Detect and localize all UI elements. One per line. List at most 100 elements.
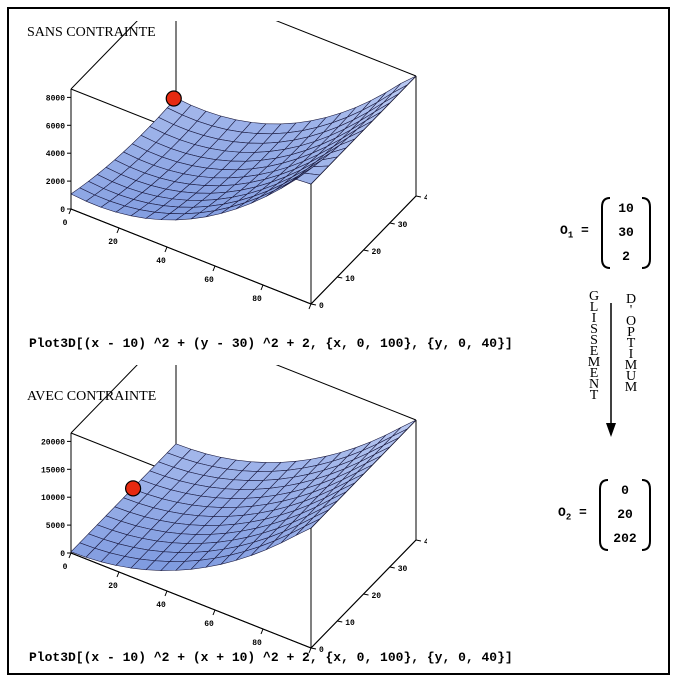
- mesh-cell: [392, 75, 417, 94]
- y-tick: [310, 303, 317, 306]
- z-tick-label: 10000: [41, 494, 65, 503]
- optimum-letter: U: [625, 369, 637, 384]
- plot2-title: AVEC CONTRAINTE: [27, 389, 157, 404]
- y-tick-label: 40: [424, 538, 427, 547]
- optimum1-brackets: [601, 197, 651, 269]
- x-tick-label: 0: [63, 219, 68, 228]
- plot1-title: SANS CONTRAINTE: [27, 25, 156, 40]
- x-tick: [164, 590, 168, 597]
- x-tick: [68, 208, 72, 215]
- y-tick: [415, 539, 422, 542]
- mesh-cell: [295, 172, 321, 185]
- optimum2-label: O2 =: [558, 505, 587, 523]
- plot1-mesh: [70, 75, 417, 221]
- plot1-code: Plot3D[(x - 10) ^2 + (y - 30) ^2 + 2, {x…: [29, 336, 513, 351]
- glissement-letter: M: [587, 355, 601, 370]
- z-tick-label: 4000: [46, 150, 65, 159]
- glissement-letter: E: [589, 344, 599, 359]
- y-tick: [389, 222, 395, 225]
- plot2-x-ticks: 020406080100: [63, 552, 312, 654]
- z-tick-label: 5000: [46, 522, 65, 531]
- x-tick: [212, 609, 216, 616]
- box-edge: [275, 21, 417, 77]
- box-edge: [70, 552, 312, 649]
- optimum-word: D ' O P T I M U M: [624, 292, 638, 395]
- plot1-x-ticks: 020406080100: [63, 208, 312, 310]
- x-tick: [308, 303, 312, 310]
- optimum-letter: M: [624, 358, 638, 373]
- plot1-surface: 80006000400020000020406080100010203040: [46, 21, 427, 311]
- x-tick-label: 80: [252, 639, 262, 648]
- plot1-optimum-point: [165, 90, 182, 107]
- z-tick-label: 8000: [46, 94, 65, 103]
- down-arrow-icon: [606, 303, 616, 437]
- optimum-letter: D: [625, 292, 637, 307]
- x-tick: [116, 571, 120, 578]
- z-tick-label: 15000: [41, 466, 65, 475]
- plot2-mesh: [70, 419, 417, 571]
- y-tick: [389, 566, 395, 569]
- y-tick-label: 40: [424, 194, 427, 203]
- plot2-surface: 2000015000100005000002040608010001020304…: [41, 365, 427, 655]
- optimum1-label: O1 =: [560, 223, 589, 241]
- x-tick: [260, 628, 264, 635]
- glissement-letter: I: [591, 311, 597, 326]
- x-tick: [308, 647, 312, 654]
- x-tick-label: 40: [156, 257, 166, 266]
- box-edge: [275, 365, 417, 421]
- y-tick-label: 0: [319, 646, 324, 655]
- figure-frame: SANS CONTRAINTE 8000 6000 4000 2000 0 0 20 40 60…: [7, 7, 670, 675]
- x-tick: [164, 246, 168, 253]
- y-tick-label: 0: [319, 302, 324, 311]
- plot1-y-ticks: 0 10 20 30 40: [310, 194, 427, 311]
- y-tick-label: 30: [398, 565, 408, 574]
- x-tick-label: 0: [63, 563, 68, 572]
- z-tick-label: 2000: [46, 178, 65, 187]
- plot2-z-ticks: 20000 15000 10000 5000 0: [41, 438, 71, 559]
- glissement-letter: T: [589, 388, 599, 403]
- optimum1-y: 30: [618, 225, 634, 240]
- optimum-letter: I: [628, 347, 634, 362]
- y-tick: [363, 249, 369, 252]
- y-tick-label: 20: [372, 248, 382, 257]
- box-edge: [70, 365, 138, 434]
- y-tick: [415, 195, 422, 198]
- mesh-cell: [392, 419, 417, 437]
- y-tick-label: 30: [398, 221, 408, 230]
- optimum2-x: 0: [621, 483, 629, 498]
- x-tick-label: 40: [156, 601, 166, 610]
- x-tick-label: 60: [204, 276, 214, 285]
- z-tick-label: 20000: [41, 438, 65, 447]
- glissement-letter: E: [589, 366, 599, 381]
- glissement-letter: L: [589, 300, 599, 315]
- z-tick-label: 0: [60, 206, 65, 215]
- box-edge: [70, 208, 312, 305]
- optimum2-y: 20: [617, 507, 633, 522]
- optimum-letter: ': [629, 303, 633, 318]
- z-tick-label: 6000: [46, 122, 65, 131]
- z-tick-label: 0: [60, 550, 65, 559]
- y-tick-label: 10: [345, 619, 355, 628]
- glissement-letter: S: [590, 322, 598, 337]
- box-edge: [70, 21, 138, 90]
- y-tick: [337, 276, 343, 279]
- plot1-z-ticks: 8000 6000 4000 2000 0: [46, 94, 71, 215]
- x-tick: [68, 552, 72, 559]
- glissement-letter: G: [588, 289, 600, 304]
- glissement-letter: S: [590, 333, 598, 348]
- optimum-letter: T: [626, 336, 636, 351]
- optimum1-x: 10: [618, 201, 634, 216]
- y-tick: [363, 593, 369, 596]
- mesh-cell: [295, 518, 320, 536]
- x-tick-label: 60: [204, 620, 214, 629]
- optimum-letter: M: [624, 380, 638, 395]
- x-tick-label: 20: [108, 238, 118, 247]
- y-tick: [310, 647, 317, 650]
- plot2-y-ticks: 0 10 20 30 40: [310, 538, 427, 655]
- y-tick-label: 20: [372, 592, 382, 601]
- optimum2-z: 202: [613, 531, 637, 546]
- glissement-letter: N: [588, 377, 600, 392]
- y-tick: [337, 620, 343, 623]
- optimum-letter: P: [627, 325, 635, 340]
